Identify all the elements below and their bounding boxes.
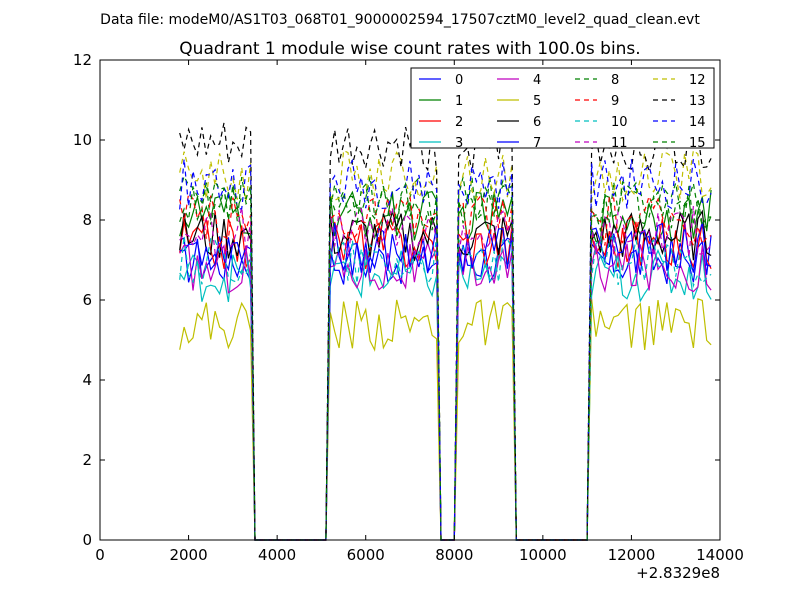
suptitle: Data file: modeM0/AS1T03_068T01_90000025…: [100, 12, 700, 28]
y-tick-label: 12: [73, 51, 92, 69]
legend-label-3: 3: [455, 136, 463, 151]
y-tick-label: 2: [82, 451, 92, 469]
legend-label-6: 6: [533, 115, 541, 130]
legend-label-14: 14: [689, 115, 706, 130]
y-tick-label: 10: [73, 131, 92, 149]
legend-label-5: 5: [533, 94, 541, 109]
x-tick-label: 10000: [519, 546, 567, 564]
series-line-1: [179, 189, 712, 541]
legend-label-8: 8: [611, 73, 619, 88]
y-tick-label: 0: [82, 531, 92, 549]
x-tick-label: 0: [95, 546, 105, 564]
plot-area: 0 2000 4000 6000 8000 10000 12000 1400002468101…: [73, 51, 744, 564]
legend-label-13: 13: [689, 94, 706, 109]
legend-label-1: 1: [455, 94, 463, 109]
legend-label-2: 2: [455, 115, 463, 130]
y-tick-label: 4: [82, 371, 92, 389]
series-line-13: [179, 120, 712, 541]
x-tick-label: 14000: [696, 546, 744, 564]
x-offset-label: +2.8329e8: [636, 564, 720, 582]
series-line-3: [179, 248, 712, 541]
y-tick-label: 6: [82, 291, 92, 309]
series-line-5: [179, 297, 712, 541]
legend-label-15: 15: [689, 136, 706, 151]
x-tick-label: 8000: [435, 546, 473, 564]
legend-label-12: 12: [689, 73, 706, 88]
series-line-8: [179, 174, 712, 541]
x-tick-label: 12000: [608, 546, 656, 564]
x-tick-label: 6000: [347, 546, 385, 564]
legend-label-9: 9: [611, 94, 619, 109]
legend-label-0: 0: [455, 73, 463, 88]
legend-label-4: 4: [533, 73, 541, 88]
y-tick-label: 8: [82, 211, 92, 229]
chart-title: Quadrant 1 module wise count rates with …: [179, 39, 640, 59]
legend-label-7: 7: [533, 136, 541, 151]
x-tick-label: 2000: [169, 546, 207, 564]
series-line-12: [179, 149, 712, 541]
legend-label-10: 10: [611, 115, 628, 130]
series-line-6: [179, 209, 712, 541]
series-line-11: [179, 205, 712, 541]
legend-box: [410, 67, 715, 149]
series-line-7: [179, 222, 712, 541]
legend-label-11: 11: [611, 136, 628, 151]
x-tick-label: 4000: [258, 546, 296, 564]
series-line-10: [179, 232, 712, 541]
series-line-2: [179, 218, 712, 541]
